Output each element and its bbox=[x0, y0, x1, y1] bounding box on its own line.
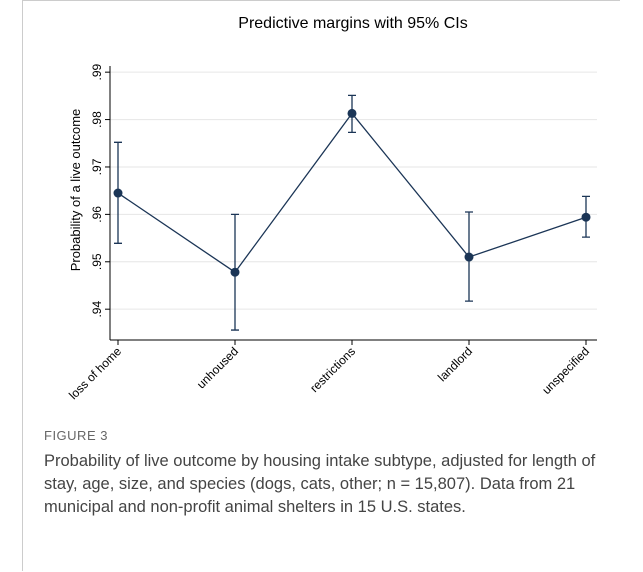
x-tick-label: unspecified bbox=[539, 344, 592, 397]
chart: Predictive margins with 95% CIs Probabil… bbox=[66, 15, 597, 402]
point bbox=[230, 267, 240, 277]
line bbox=[117, 112, 587, 274]
y-axis-label: Probability of a live outcome bbox=[68, 109, 83, 272]
y-tick-label: .97 bbox=[90, 158, 104, 175]
y-tick-label: .94 bbox=[90, 301, 104, 318]
figure-label: FIGURE 3 bbox=[44, 428, 108, 443]
point bbox=[113, 188, 123, 198]
point bbox=[347, 108, 357, 118]
y-tick-label: .99 bbox=[90, 63, 104, 80]
y-tick-label: .96 bbox=[90, 206, 104, 223]
point bbox=[464, 252, 474, 262]
x-tick-label: unhoused bbox=[194, 344, 241, 391]
x-tick-label: landlord bbox=[435, 344, 475, 384]
x-tick-label: restrictions bbox=[307, 344, 358, 395]
y-tick-label: .98 bbox=[90, 111, 104, 128]
chart-title: Predictive margins with 95% CIs bbox=[238, 15, 467, 32]
figure-caption: Probability of live outcome by housing i… bbox=[44, 452, 596, 516]
figure-frame bbox=[22, 0, 620, 571]
point bbox=[581, 212, 591, 222]
y-tick-label: .95 bbox=[90, 253, 104, 270]
x-tick-label: loss of home bbox=[66, 344, 124, 402]
